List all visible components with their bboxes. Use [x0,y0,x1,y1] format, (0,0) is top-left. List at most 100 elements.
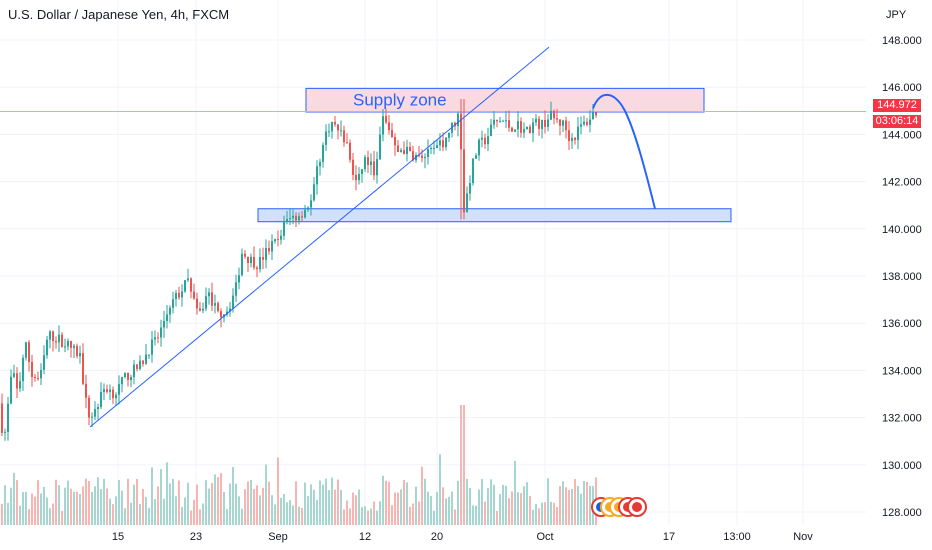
volume-bar [409,506,411,525]
volume-bar [319,480,321,525]
candle-body [211,292,213,306]
volume-bar [331,477,333,525]
candle-body [130,377,132,381]
volume-bar [295,481,297,525]
demand-zone-rect[interactable] [257,208,732,223]
last-price-badge: 144.972 [873,99,921,112]
volume-bar [25,491,27,525]
candle-body [280,235,282,240]
volume-bar [142,489,144,525]
volume-bar [175,496,177,525]
volume-bar [415,486,417,525]
volume-bar [16,480,18,525]
candle-body [145,354,147,364]
volume-bar [511,491,513,525]
volume-bar [541,502,543,525]
economic-event-icons[interactable] [591,497,647,517]
volume-bar [391,505,393,525]
candle-body [520,121,522,133]
candle-body [250,256,252,263]
volume-bar [187,482,189,525]
candle-body [259,257,261,270]
candle-body [235,282,237,296]
volume-bar [496,510,498,525]
y-tick-label: 140.000 [882,224,922,236]
candle-body [208,292,210,297]
volume-bar [178,480,180,525]
candle-body [301,216,303,218]
volume-bar [292,505,294,525]
candle-body [304,209,306,218]
volume-bar [520,493,522,525]
candle-body [202,308,204,311]
candle-body [571,137,573,142]
volume-bar [112,504,114,525]
candle-body [151,339,153,355]
candle-body [268,248,270,252]
volume-bar [466,479,468,525]
candle-body [178,292,180,298]
volume-bar [28,509,30,525]
x-tick-label: Oct [536,531,553,543]
volume-bar [118,480,120,525]
volume-bar [130,502,132,525]
trendline[interactable] [89,46,550,428]
candle-body [403,150,405,155]
candle-body [49,331,51,340]
volume-bar [76,491,78,525]
candle-body [85,383,87,398]
volume-bar [505,485,507,525]
candle-body [550,110,552,120]
volume-bar [490,479,492,525]
volume-bar [481,479,483,525]
volume-bar [154,499,156,525]
x-tick-label: Nov [793,531,813,543]
candle-body [340,130,342,132]
time-axis[interactable]: 15 23 Sep 12 20 Oct 17 13:00 Nov [112,531,813,543]
candle-body [13,373,15,377]
volume-bar [361,507,363,525]
candle-body [136,364,138,370]
volume-bar [1,503,3,525]
candle-body [457,113,459,127]
candle-body [490,124,492,137]
volume-bar [529,495,531,525]
candle-body [148,354,150,356]
candlesticks [1,99,597,441]
volume-bar [151,467,153,525]
y-tick-label: 148.000 [882,35,922,47]
volume-bar [373,501,375,525]
volume-bar [40,493,42,525]
price-axis[interactable]: 128.000 130.000 132.000 134.000 136.000 138.0… [882,35,922,519]
projection-curve[interactable] [592,93,656,209]
volume-bar [340,489,342,525]
candle-body [475,155,477,159]
volume-bar [208,488,210,525]
volume-bar [502,484,504,525]
candle-body [1,403,3,433]
volume-bar [280,497,282,525]
volume-bar [160,469,162,525]
volume-bar [439,454,441,525]
candle-body [163,320,165,328]
candle-body [517,121,519,130]
volume-bar [583,481,585,525]
candle-body [439,140,441,146]
volume-bar [406,482,408,525]
candle-body [256,267,258,270]
candle-body [391,130,393,137]
candle-body [505,120,507,122]
candle-body [442,140,444,148]
volume-bar [547,478,549,525]
volume-bar [523,486,525,525]
candle-body [79,353,81,357]
candle-body [22,357,24,382]
volume-bar [454,509,456,525]
candle-body [4,431,6,433]
candle-body [139,360,141,370]
volume-bar [202,503,204,525]
candle-body [532,122,534,134]
candle-body [46,339,48,356]
candle-body [43,355,45,370]
